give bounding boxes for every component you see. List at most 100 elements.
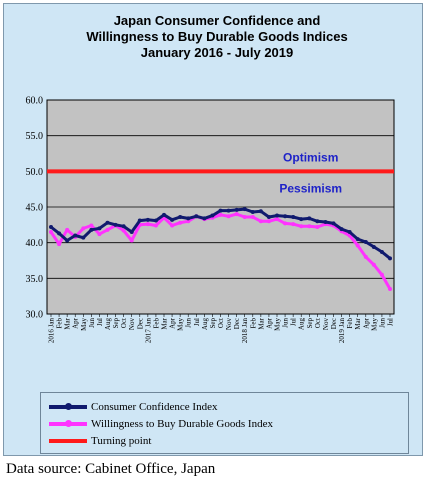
consumer-confidence-point <box>186 216 191 221</box>
chart-title-line-2: Willingness to Buy Durable Goods Indices <box>86 29 347 44</box>
x-tick-label: Jun <box>282 318 290 328</box>
x-tick-label: Apr <box>72 317 80 329</box>
x-tick-label: Oct <box>314 318 322 328</box>
x-tick-label: Jun <box>378 318 386 328</box>
x-tick-label: Aug <box>298 318 306 331</box>
x-tick-label: May <box>80 318 88 331</box>
consumer-confidence-point <box>299 217 304 222</box>
x-tick-label: Oct <box>120 318 128 328</box>
willingness-point <box>242 214 247 219</box>
willingness-point <box>121 228 126 233</box>
y-tick-label: 50.0 <box>26 167 44 178</box>
chart-frame: Japan Consumer Confidence and Willingnes… <box>3 3 423 456</box>
willingness-point <box>379 272 384 277</box>
consumer-confidence-point <box>210 213 215 218</box>
consumer-confidence-point <box>202 216 207 221</box>
consumer-confidence-point <box>307 216 312 221</box>
x-tick-label: Mar <box>257 317 265 329</box>
consumer-confidence-point <box>250 209 255 214</box>
x-tick-label: Mar <box>354 317 362 329</box>
willingness-point <box>234 212 239 217</box>
x-tick-label: Nov <box>322 318 330 331</box>
y-tick-label: 35.0 <box>26 274 44 285</box>
willingness-point <box>129 238 134 243</box>
consumer-confidence-point <box>242 207 247 212</box>
willingness-point <box>250 214 255 219</box>
x-tick-label: Nov <box>225 318 233 331</box>
legend: Consumer Confidence Index Willingness to… <box>40 392 409 454</box>
x-tick-label: 2016 Jan <box>48 318 56 344</box>
legend-item-willingness: Willingness to Buy Durable Goods Index <box>49 417 273 431</box>
consumer-confidence-point <box>121 224 126 229</box>
legend-swatch-consumer-confidence <box>49 403 87 410</box>
consumer-confidence-point <box>331 221 336 226</box>
consumer-confidence-point <box>323 219 328 224</box>
x-tick-label: 2019 Jan <box>338 318 346 344</box>
y-tick-label: 40.0 <box>26 238 44 249</box>
legend-item-turning-point: Turning point <box>49 434 151 448</box>
x-tick-label: 2017 Jan <box>144 318 152 344</box>
consumer-confidence-point <box>275 213 279 218</box>
willingness-point <box>153 223 158 228</box>
x-tick-label: Dec <box>330 318 338 329</box>
consumer-confidence-point <box>65 238 70 243</box>
consumer-confidence-point <box>129 229 134 234</box>
consumer-confidence-point <box>137 218 142 223</box>
x-tick-label: 2018 Jan <box>241 318 249 344</box>
consumer-confidence-point <box>73 233 78 238</box>
x-tick-label: Aug <box>201 318 209 331</box>
x-tick-label: Sep <box>209 318 217 329</box>
consumer-confidence-point <box>266 214 271 219</box>
willingness-point <box>186 219 191 224</box>
legend-item-consumer-confidence: Consumer Confidence Index <box>49 400 217 414</box>
consumer-confidence-point <box>355 237 360 242</box>
consumer-confidence-point <box>194 214 199 219</box>
willingness-point <box>57 242 62 247</box>
data-source-note: Data source: Cabinet Office, Japan <box>6 461 216 477</box>
pessimism-label: Pessimism <box>279 182 342 196</box>
consumer-confidence-point <box>145 217 150 222</box>
x-tick-label: Apr <box>265 317 273 329</box>
consumer-confidence-point <box>283 214 288 219</box>
willingness-point <box>49 229 53 234</box>
consumer-confidence-point <box>162 212 166 217</box>
chart-title-line-3: January 2016 - July 2019 <box>141 45 294 60</box>
willingness-point <box>178 220 183 225</box>
willingness-point <box>170 223 175 228</box>
legend-swatch-turning-point <box>49 439 87 443</box>
consumer-confidence-point <box>339 227 344 232</box>
consumer-confidence-point <box>315 219 320 224</box>
legend-label-turning-point: Turning point <box>91 435 152 447</box>
consumer-confidence-point <box>379 249 384 254</box>
consumer-confidence-point <box>388 256 392 261</box>
consumer-confidence-point <box>113 222 118 227</box>
consumer-confidence-point <box>226 208 231 213</box>
consumer-confidence-point <box>371 244 376 249</box>
x-tick-label: Oct <box>217 318 225 328</box>
legend-swatch-willingness <box>49 420 87 427</box>
willingness-point <box>307 224 312 229</box>
x-tick-label: Mar <box>161 317 169 329</box>
willingness-point <box>283 221 288 226</box>
willingness-point <box>371 262 376 267</box>
willingness-point <box>81 226 86 231</box>
x-tick-label: May <box>274 318 282 331</box>
optimism-label: Optimism <box>283 150 338 164</box>
consumer-confidence-point <box>218 208 223 213</box>
x-tick-label: Aug <box>104 318 112 331</box>
willingness-point <box>258 219 263 224</box>
x-tick-label: Feb <box>249 318 257 329</box>
x-tick-label: May <box>370 318 378 331</box>
chart-svg: Japan Consumer Confidence and Willingnes… <box>26 13 395 344</box>
x-tick-label: Feb <box>346 318 354 329</box>
x-tick-label: Jul <box>290 318 298 326</box>
willingness-point <box>97 232 102 237</box>
consumer-confidence-point <box>105 220 110 225</box>
willingness-point <box>105 227 110 232</box>
willingness-point <box>145 222 150 227</box>
x-tick-label: Jul <box>193 318 201 326</box>
consumer-confidence-point <box>153 218 158 223</box>
x-tick-label: Dec <box>233 318 241 329</box>
willingness-point <box>226 214 231 219</box>
willingness-point <box>291 222 296 227</box>
